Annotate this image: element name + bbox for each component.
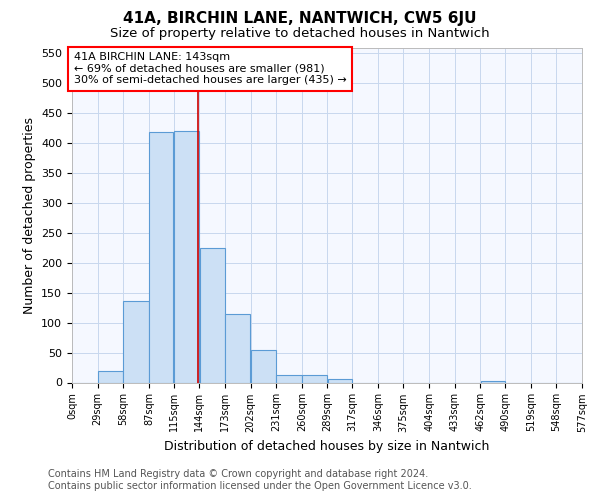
- Text: 41A BIRCHIN LANE: 143sqm
← 69% of detached houses are smaller (981)
30% of semi-: 41A BIRCHIN LANE: 143sqm ← 69% of detach…: [74, 52, 347, 86]
- Bar: [225, 314, 250, 382]
- Bar: [199, 248, 224, 382]
- Bar: [251, 350, 276, 382]
- Text: 41A, BIRCHIN LANE, NANTWICH, CW5 6JU: 41A, BIRCHIN LANE, NANTWICH, CW5 6JU: [123, 11, 477, 26]
- Y-axis label: Number of detached properties: Number of detached properties: [23, 116, 35, 314]
- Bar: [302, 374, 327, 382]
- Bar: [277, 374, 302, 382]
- Bar: [98, 370, 123, 382]
- Text: Size of property relative to detached houses in Nantwich: Size of property relative to detached ho…: [110, 28, 490, 40]
- Text: Contains HM Land Registry data © Crown copyright and database right 2024.
Contai: Contains HM Land Registry data © Crown c…: [48, 470, 472, 491]
- X-axis label: Distribution of detached houses by size in Nantwich: Distribution of detached houses by size …: [164, 440, 490, 453]
- Bar: [174, 131, 199, 382]
- Bar: [149, 132, 173, 382]
- Bar: [328, 379, 352, 382]
- Bar: [124, 300, 149, 382]
